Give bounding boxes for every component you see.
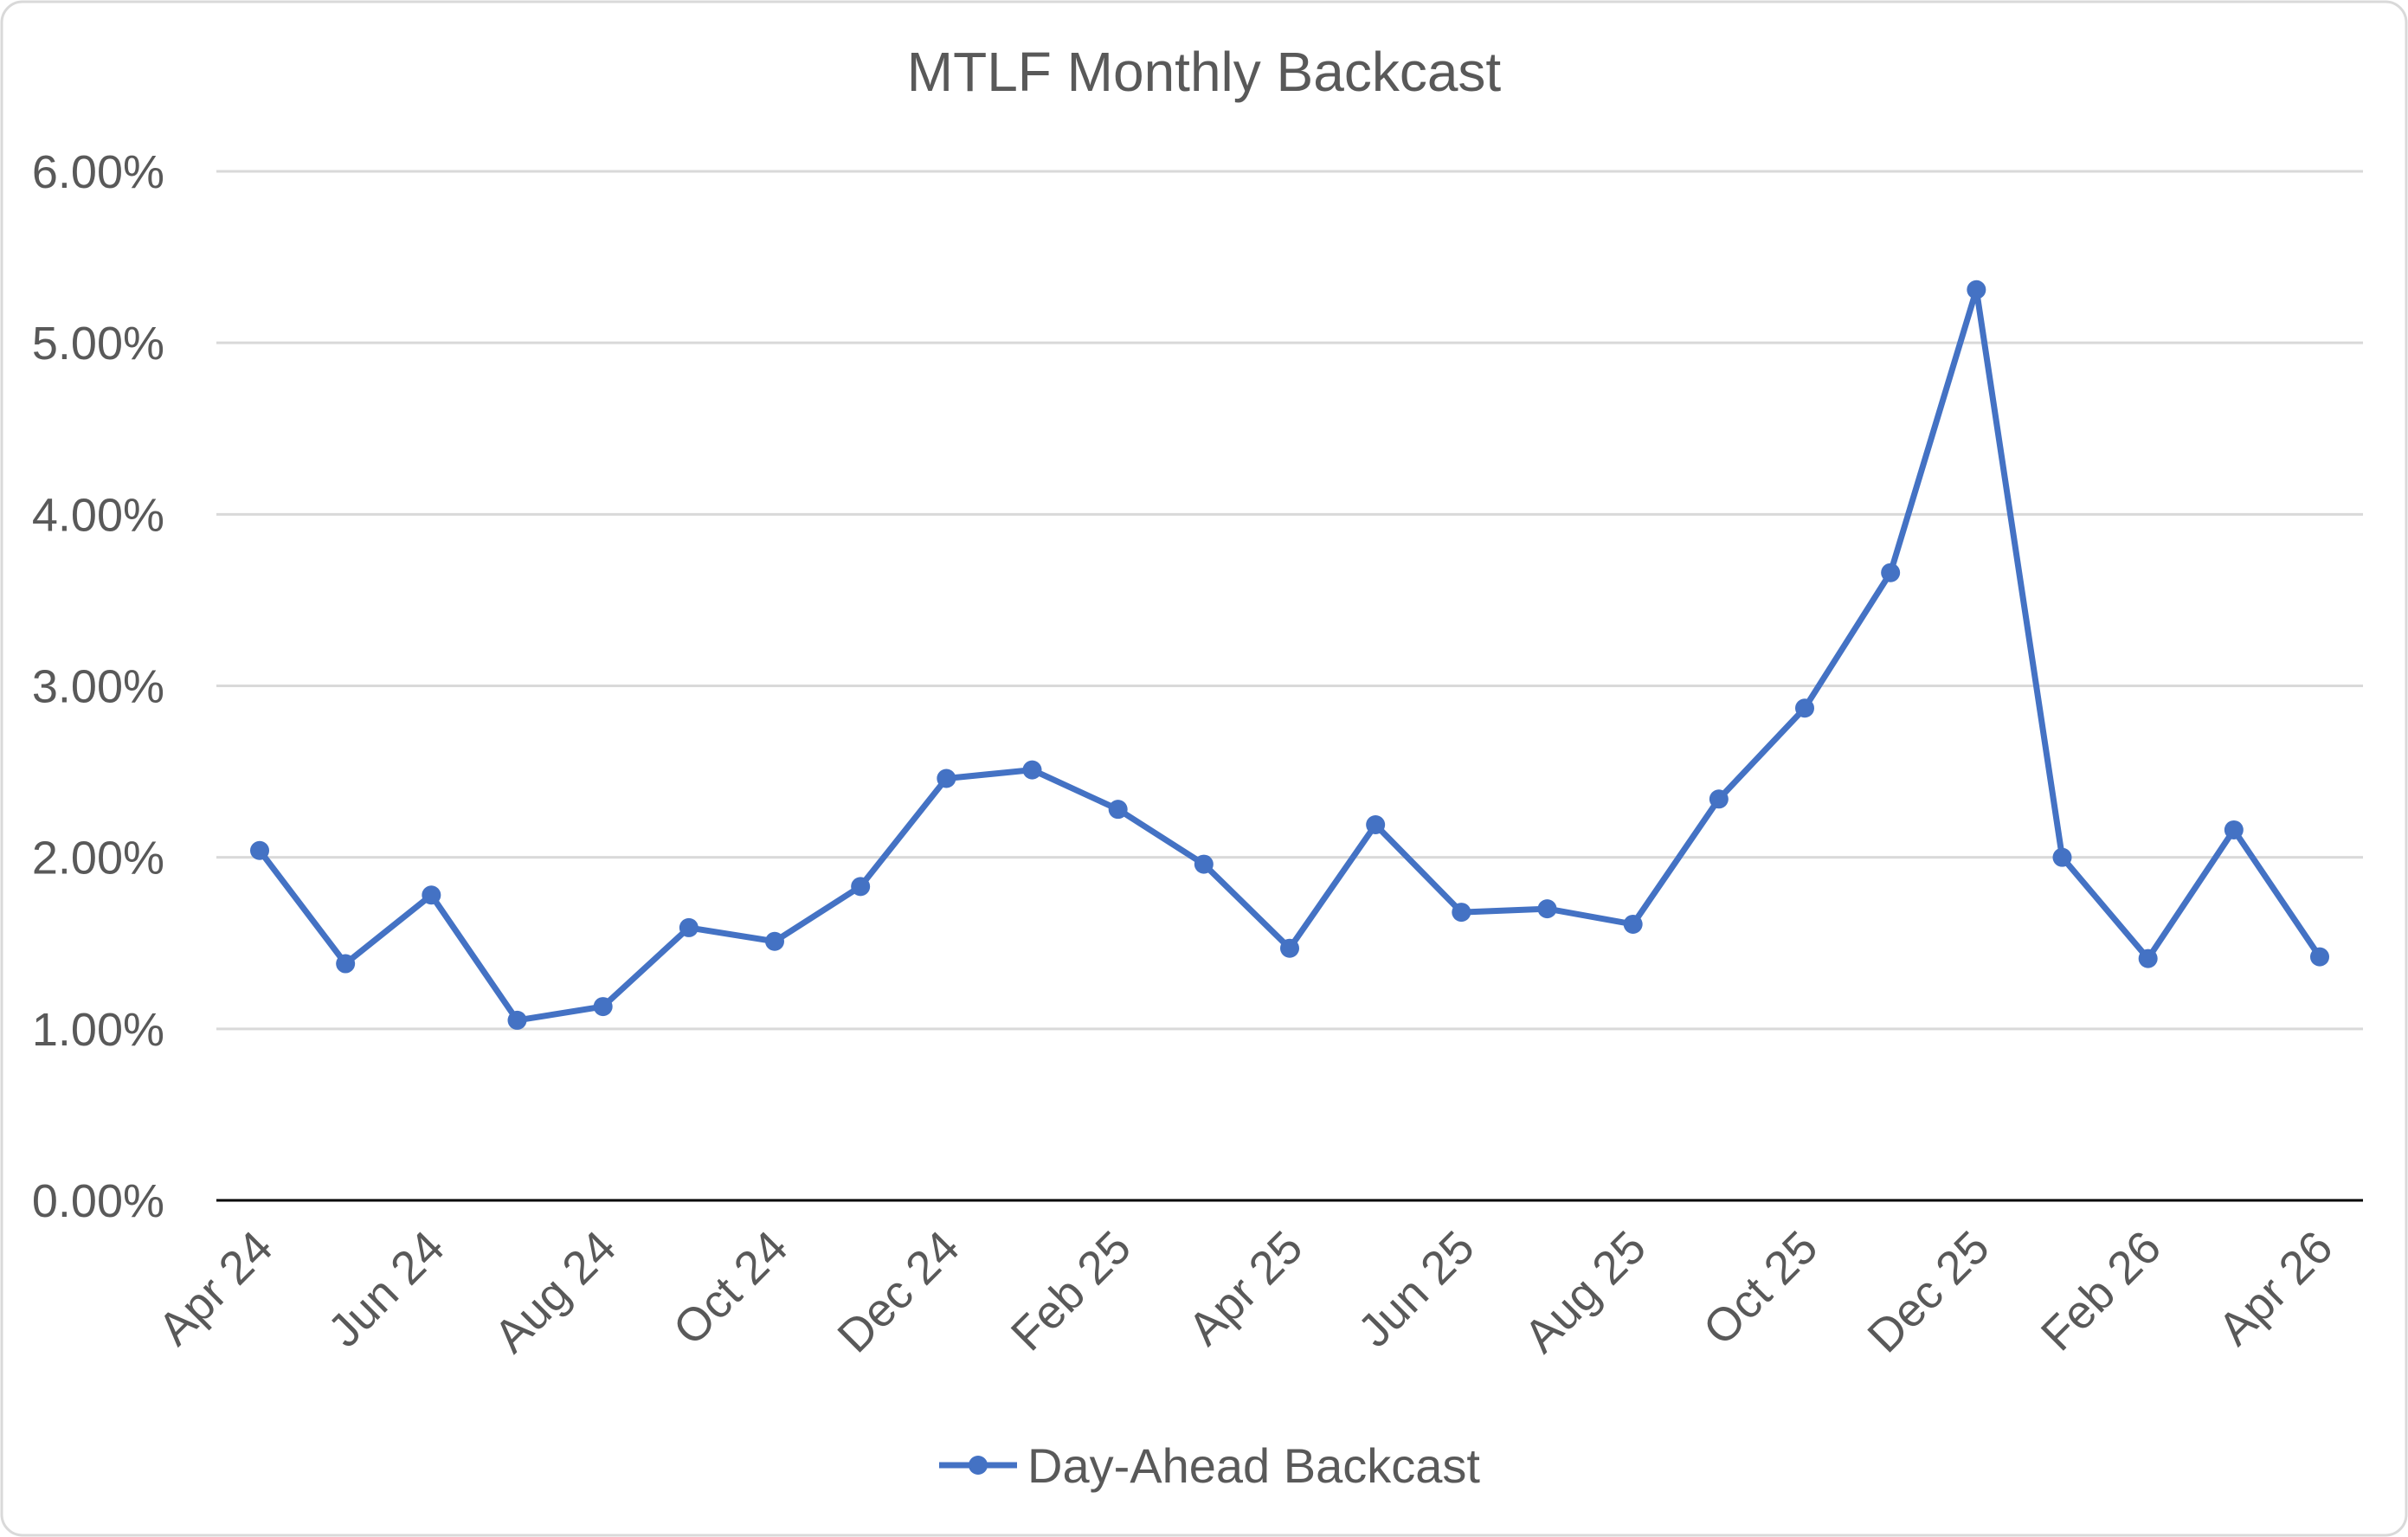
data-point bbox=[851, 877, 871, 897]
data-point bbox=[765, 931, 784, 951]
chart-title: MTLF Monthly Backcast bbox=[907, 41, 1502, 103]
data-point bbox=[1967, 280, 1986, 299]
data-point bbox=[1537, 899, 1557, 919]
data-point bbox=[1022, 760, 1042, 780]
legend-label: Day-Ahead Backcast bbox=[1027, 1438, 1480, 1493]
data-point bbox=[1623, 914, 1643, 934]
data-point bbox=[1881, 563, 1901, 582]
y-tick-label: 5.00% bbox=[32, 318, 164, 370]
data-point bbox=[593, 997, 613, 1017]
data-point bbox=[422, 885, 441, 905]
gridlines bbox=[216, 170, 2363, 1031]
data-point bbox=[2138, 949, 2158, 968]
data-point bbox=[1452, 903, 1471, 923]
data-point bbox=[250, 840, 269, 860]
data-point bbox=[2310, 947, 2329, 967]
data-point bbox=[1709, 789, 1729, 809]
y-axis-tick-labels: 0.00% 1.00% 2.00% 3.00% 4.00% 5.00% 6.00% bbox=[32, 146, 164, 1227]
y-tick-label: 4.00% bbox=[32, 489, 164, 541]
data-point bbox=[1795, 698, 1814, 718]
data-point bbox=[1194, 854, 1214, 874]
data-point bbox=[679, 917, 699, 937]
series-day-ahead-backcast bbox=[250, 280, 2329, 1030]
data-point bbox=[336, 954, 356, 974]
legend: Day-Ahead Backcast bbox=[939, 1438, 1480, 1493]
data-point bbox=[2052, 847, 2072, 867]
y-tick-label: 1.00% bbox=[32, 1004, 164, 1056]
data-point bbox=[1366, 815, 1386, 835]
y-tick-label: 2.00% bbox=[32, 833, 164, 884]
data-point bbox=[507, 1010, 527, 1030]
y-tick-label: 6.00% bbox=[32, 146, 164, 198]
data-point bbox=[2224, 820, 2244, 839]
legend-marker-icon bbox=[969, 1456, 988, 1475]
y-tick-label: 3.00% bbox=[32, 661, 164, 713]
data-point bbox=[1280, 938, 1299, 958]
y-tick-label: 0.00% bbox=[32, 1175, 164, 1227]
data-point bbox=[1108, 800, 1128, 820]
data-point bbox=[937, 768, 956, 788]
